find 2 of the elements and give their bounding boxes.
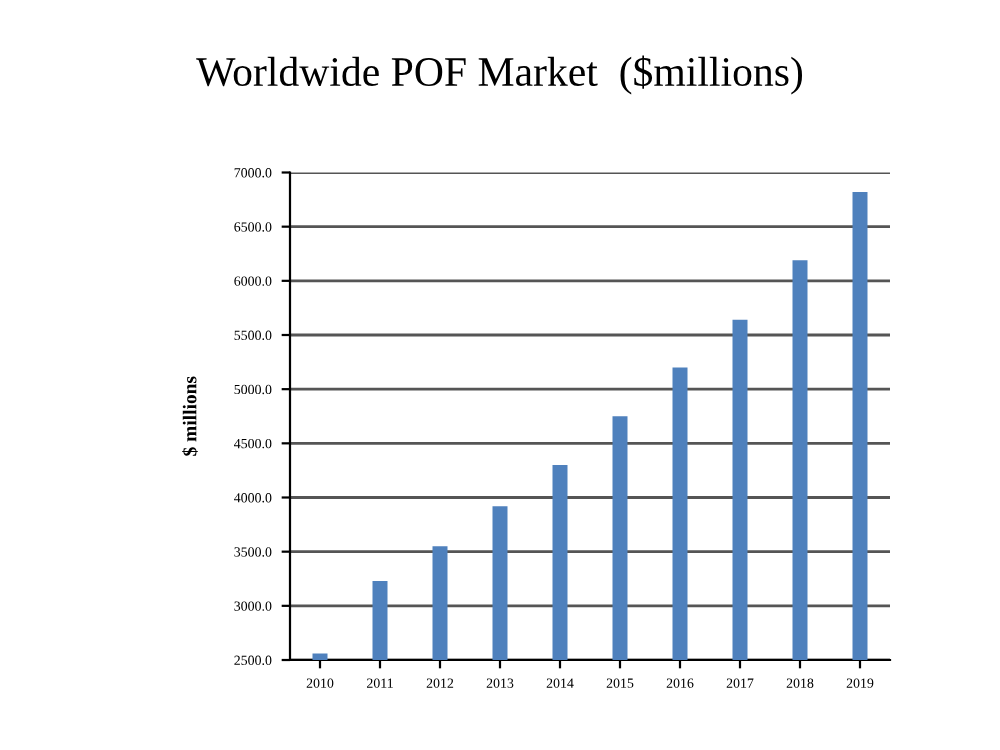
- y-axis-title: $ millions: [182, 376, 198, 456]
- chart-title: Worldwide POF Market ($millions): [196, 55, 803, 95]
